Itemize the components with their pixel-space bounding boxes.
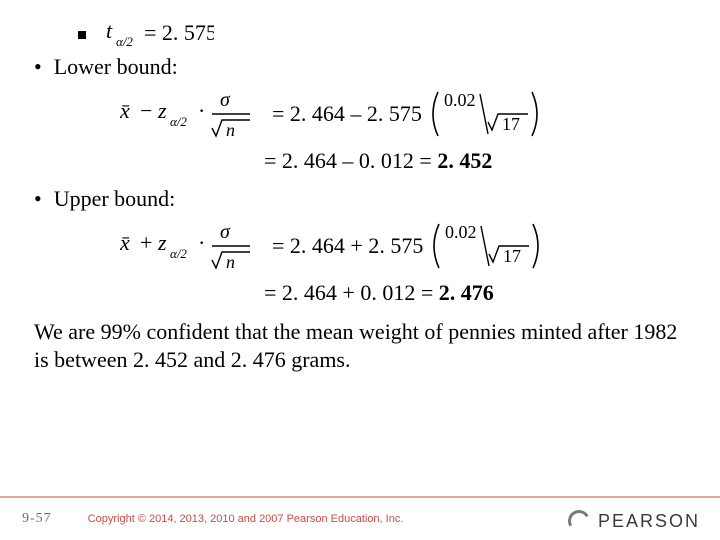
svg-text:17: 17 — [502, 114, 520, 134]
svg-text:17: 17 — [503, 246, 521, 266]
svg-text:z: z — [157, 230, 167, 255]
svg-text:α/2: α/2 — [116, 34, 133, 49]
bullet-icon: • — [34, 186, 42, 212]
svg-text:0.02: 0.02 — [444, 90, 476, 110]
bullet-icon: • — [34, 54, 42, 80]
upper-bound-line1: x̄ + z α/2 · σ n = 2. 464 + 2. 575 0.02 … — [120, 218, 686, 274]
svg-text:x̄: x̄ — [120, 230, 130, 255]
copyright-text: Copyright © 2014, 2013, 2010 and 2007 Pe… — [88, 513, 404, 525]
upper-bound-heading: • Upper bound: — [34, 186, 686, 212]
svg-text:x̄: x̄ — [120, 98, 130, 123]
upper-bound-line2: = 2. 464 + 0. 012 = 2. 476 — [264, 280, 686, 306]
page-number: 9-57 — [22, 511, 52, 527]
lower-bound-label: Lower bound: — [54, 54, 178, 80]
ub-eq-text: = 2. 464 + 2. 575 — [272, 233, 423, 259]
pearson-logo: PEARSON — [568, 510, 700, 532]
conclusion-text: We are 99% confident that the mean weigh… — [34, 318, 686, 373]
pearson-arc-icon — [565, 508, 592, 535]
bullet-icon — [78, 31, 86, 39]
paren-fraction: 0.02 17 — [430, 86, 550, 142]
upper-bound-label: Upper bound: — [54, 186, 176, 212]
svg-text:−: − — [140, 98, 152, 123]
svg-text:α/2: α/2 — [170, 246, 187, 261]
svg-text:σ: σ — [220, 221, 231, 243]
svg-text:t: t — [106, 20, 113, 43]
xbar-plus-formula: x̄ + z α/2 · σ n — [120, 218, 264, 274]
ub-result: 2. 476 — [439, 280, 494, 305]
svg-text:= 2. 575: = 2. 575 — [144, 20, 214, 45]
t-alpha-formula: t α/2 = 2. 575 — [104, 20, 214, 50]
svg-text:0.02: 0.02 — [445, 222, 477, 242]
svg-text:n: n — [226, 120, 235, 140]
svg-text:α/2: α/2 — [170, 114, 187, 129]
ub-calc-text: = 2. 464 + 0. 012 = — [264, 280, 433, 305]
lb-calc-text: = 2. 464 – 0. 012 = — [264, 148, 432, 173]
paren-fraction: 0.02 17 — [431, 218, 551, 274]
svg-text:·: · — [198, 230, 205, 255]
xbar-minus-formula: x̄ − z α/2 · σ n — [120, 86, 264, 142]
lower-bound-line2: = 2. 464 – 0. 012 = 2. 452 — [264, 148, 686, 174]
svg-text:z: z — [157, 98, 167, 123]
lb-result: 2. 452 — [437, 148, 492, 173]
t-value-row: t α/2 = 2. 575 — [70, 20, 686, 50]
lb-eq-text: = 2. 464 – 2. 575 — [272, 101, 422, 127]
svg-text:n: n — [226, 252, 235, 272]
pearson-brand-text: PEARSON — [598, 511, 700, 532]
lower-bound-line1: x̄ − z α/2 · σ n = 2. 464 – 2. 575 0.02 … — [120, 86, 686, 142]
svg-text:σ: σ — [220, 89, 231, 111]
svg-text:+: + — [140, 230, 152, 255]
lower-bound-heading: • Lower bound: — [34, 54, 686, 80]
svg-text:·: · — [198, 98, 205, 123]
